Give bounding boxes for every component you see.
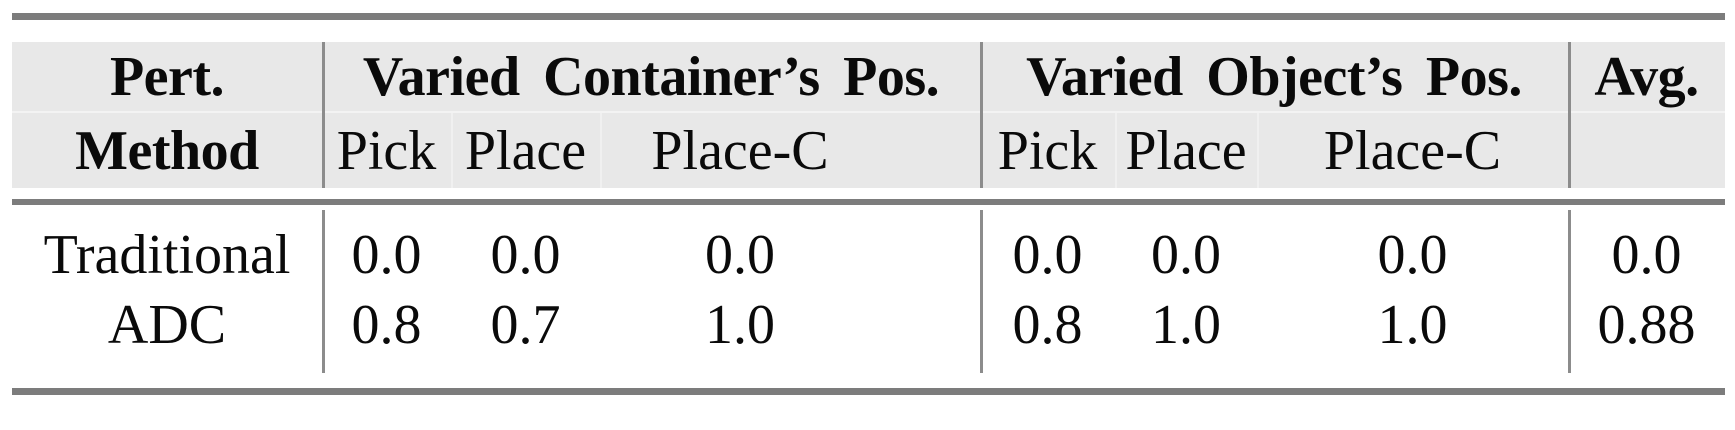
spacer: [12, 375, 1725, 388]
spacer: [12, 20, 1725, 42]
table-header: Pert. Varied Container’s Pos. Varied Obj…: [12, 42, 1725, 188]
avg-cell: 0.0: [1611, 224, 1682, 286]
value-cell: 0.0: [705, 224, 775, 286]
table-bottom-rule: [12, 388, 1725, 395]
header-g1-filler: [880, 113, 980, 188]
filler-cell: [880, 290, 980, 360]
header-avg: Avg.: [1568, 42, 1725, 113]
column-divider: [1568, 42, 1571, 188]
header-pert: Pert.: [12, 42, 322, 113]
header-g1-pick: Pick: [336, 119, 437, 182]
header-method: Method: [75, 119, 259, 182]
results-table: Pert. Varied Container’s Pos. Varied Obj…: [12, 13, 1725, 395]
column-divider: [1568, 210, 1571, 373]
header-group-varied-object: Varied Object’s Pos.: [980, 42, 1568, 113]
method-cell: Traditional: [43, 224, 291, 286]
column-divider: [322, 42, 325, 188]
header-g2-place: Place: [1115, 113, 1257, 188]
value-cell: 1.0: [1151, 294, 1221, 356]
value-cell: 0.0: [1377, 224, 1448, 286]
value-cell: 0.7: [490, 294, 561, 356]
header-avg-filler: [1568, 113, 1725, 188]
header-g2-place-c: Place-C: [1257, 113, 1568, 188]
value-cell: 1.0: [1377, 294, 1448, 356]
value-cell: 0.8: [351, 294, 422, 356]
table-body: Traditional 0.0 0.0 0.0 0.0 0.0 0.0 0.0 …: [12, 205, 1725, 375]
method-cell: ADC: [107, 294, 227, 356]
value-cell: 0.0: [1151, 224, 1221, 286]
spacer: [12, 188, 1725, 199]
value-cell: 0.0: [1012, 224, 1083, 286]
column-divider: [980, 210, 983, 373]
value-cell: 1.0: [705, 294, 775, 356]
filler-cell: [880, 220, 980, 290]
column-divider: [980, 42, 983, 188]
table-row-adc: ADC 0.8 0.7 1.0 0.8 1.0 1.0 0.88: [12, 290, 1725, 360]
header-g2-pick: Pick: [997, 119, 1098, 182]
table-row-traditional: Traditional 0.0 0.0 0.0 0.0 0.0 0.0 0.0: [12, 220, 1725, 290]
header-g1-place-c: Place-C: [600, 113, 880, 188]
value-cell: 0.0: [351, 224, 422, 286]
column-divider: [322, 210, 325, 373]
header-group-varied-container: Varied Container’s Pos.: [322, 42, 980, 113]
value-cell: 0.8: [1012, 294, 1083, 356]
table-mid-rule: [12, 199, 1725, 205]
avg-cell: 0.88: [1597, 294, 1696, 356]
header-g1-place: Place: [451, 113, 600, 188]
table-top-rule: [12, 13, 1725, 20]
value-cell: 0.0: [490, 224, 561, 286]
